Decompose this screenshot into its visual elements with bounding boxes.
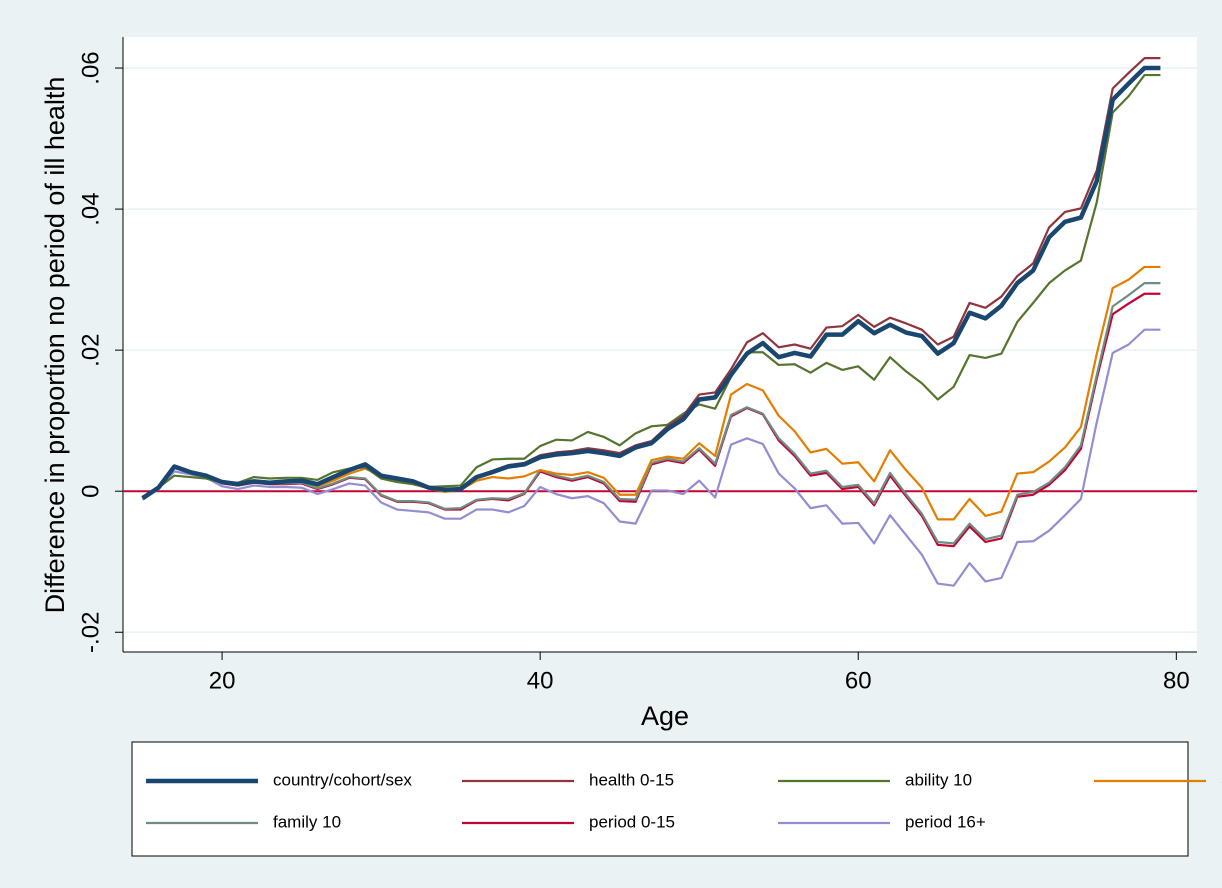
legend-label: ability 10 (905, 770, 972, 789)
series-line (142, 73, 1161, 498)
y-axis-title: Difference in proportion no period of il… (40, 77, 70, 614)
y-tick-label: -.02 (77, 612, 104, 653)
legend-box (131, 741, 1189, 857)
y-tick-label: .06 (77, 51, 104, 84)
x-axis-title: Age (641, 701, 689, 731)
series-line (141, 65, 1161, 501)
y-tick-label: .02 (77, 333, 104, 366)
series-line (141, 328, 1161, 587)
y-tick-label: 0 (77, 485, 104, 498)
legend-label: period 16+ (905, 812, 986, 831)
legend-label: period 0-15 (589, 812, 675, 831)
x-tick-label: 60 (845, 667, 872, 694)
y-tick-label: .04 (77, 192, 104, 225)
x-tick-label: 40 (527, 667, 554, 694)
series-line (142, 282, 1161, 545)
legend-label: family 10 (273, 812, 341, 831)
plot-area (123, 37, 1197, 652)
legend-label: country/cohort/sex (273, 770, 412, 789)
x-tick-label: 80 (1163, 667, 1190, 694)
x-tick-label: 20 (209, 667, 236, 694)
legend-label: health 0-15 (589, 770, 674, 789)
